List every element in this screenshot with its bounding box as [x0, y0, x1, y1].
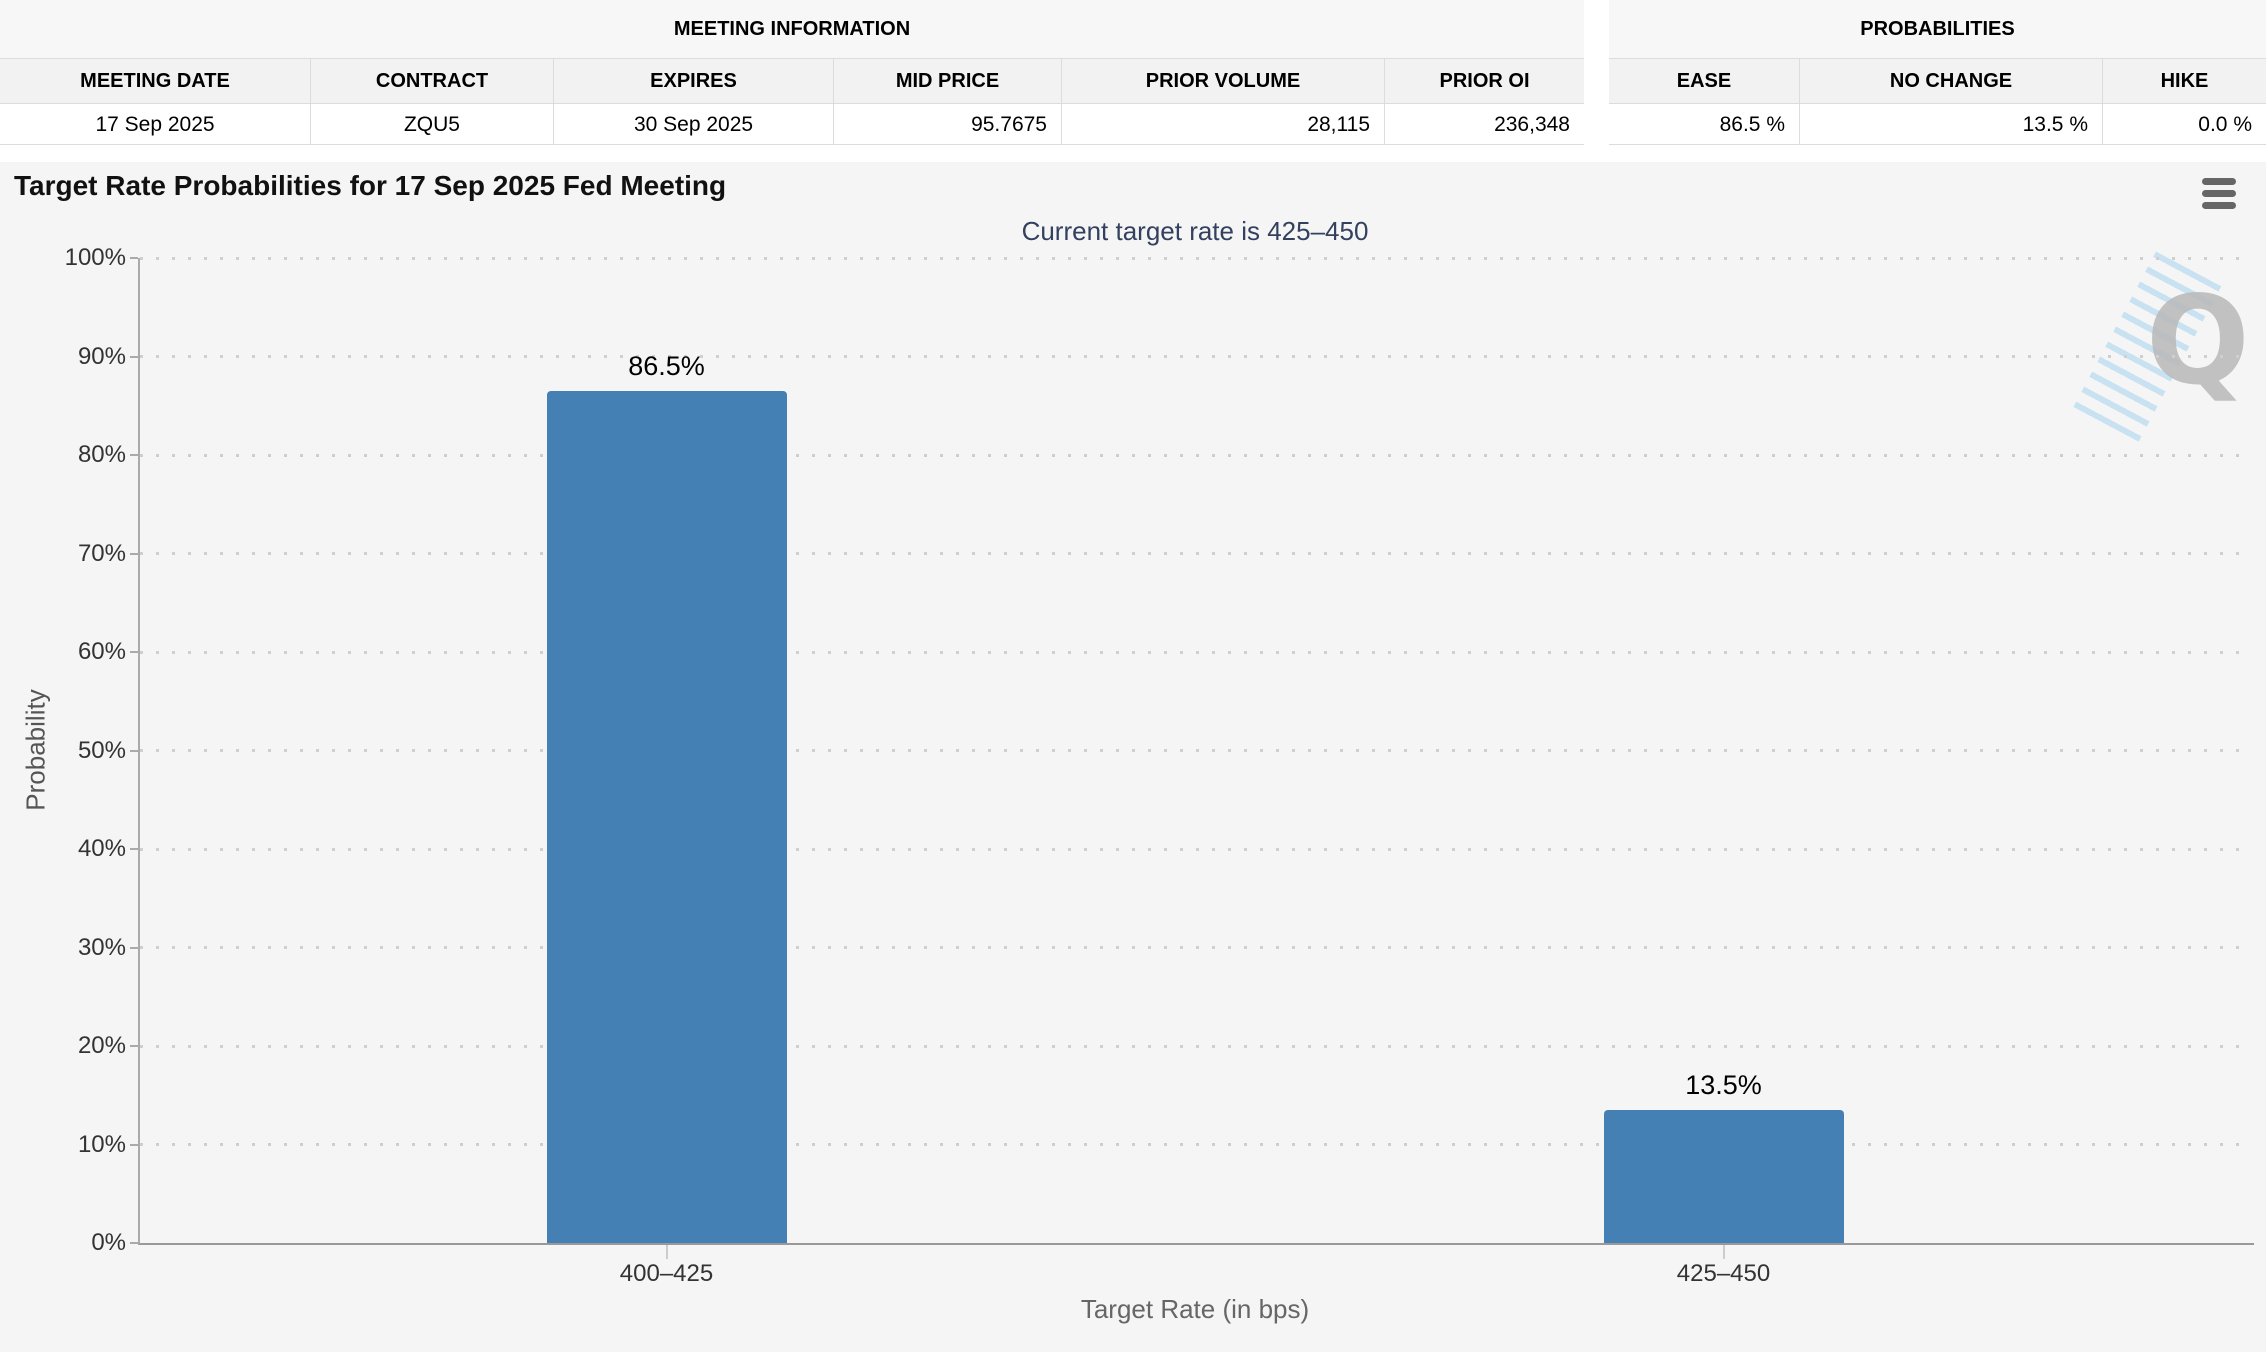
- y-axis-tick: [130, 355, 138, 358]
- y-axis-tick: [130, 651, 138, 653]
- column-header-hike: HIKE: [2103, 59, 2266, 104]
- y-axis-tick: [130, 454, 138, 456]
- bar-value-label: 13.5%: [1685, 1070, 1762, 1101]
- y-axis-tick-label: 40%: [77, 835, 126, 862]
- y-gridline: [140, 453, 2252, 457]
- y-axis-tick: [130, 1143, 138, 1146]
- column-header-no-change: NO CHANGE: [1800, 59, 2103, 104]
- y-axis-tick-label: 20%: [77, 1032, 126, 1059]
- cell-hike-probability: 0.0 %: [2103, 104, 2266, 145]
- y-gridline: [140, 650, 2252, 654]
- column-header-mid-price: MID PRICE: [834, 59, 1062, 104]
- probabilities-title: PROBABILITIES: [1609, 0, 2266, 59]
- cell-no-change-probability: 13.5 %: [1800, 104, 2103, 145]
- probability-bar[interactable]: [546, 390, 787, 1243]
- y-axis-tick: [130, 749, 138, 752]
- hamburger-menu-icon: [2202, 178, 2236, 209]
- column-header-expires: EXPIRES: [554, 59, 834, 104]
- chart-subtitle: Current target rate is 425–450: [1021, 216, 1369, 246]
- y-axis-tick-label: 100%: [64, 244, 126, 271]
- y-gridline: [140, 355, 2252, 358]
- meeting-information-header-row: MEETING DATE CONTRACT EXPIRES MID PRICE …: [0, 59, 1584, 104]
- y-axis-tick-label: 70%: [77, 539, 126, 567]
- y-axis-tick-label: 0%: [91, 1229, 126, 1256]
- y-gridline: [140, 552, 2252, 555]
- bar-value-label: 86.5%: [628, 350, 705, 381]
- probabilities-data-row: 86.5 % 13.5 % 0.0 %: [1609, 104, 2266, 145]
- y-axis-tick-label: 30%: [77, 933, 126, 961]
- cell-meeting-date: 17 Sep 2025: [0, 104, 311, 145]
- y-gridline: [140, 847, 2252, 851]
- meeting-information-table: MEETING INFORMATION MEETING DATE CONTRAC…: [0, 0, 1584, 145]
- watermark-q-letter: Q: [2146, 270, 2250, 412]
- meeting-information-data-row: 17 Sep 2025 ZQU5 30 Sep 2025 95.7675 28,…: [0, 104, 1584, 145]
- y-axis-tick-label: 80%: [77, 441, 126, 468]
- cell-mid-price: 95.7675: [834, 104, 1062, 145]
- y-axis-tick-label: 50%: [77, 736, 126, 764]
- column-header-contract: CONTRACT: [311, 59, 554, 104]
- y-axis-tick: [130, 1242, 138, 1244]
- cell-contract: ZQU5: [311, 104, 554, 145]
- column-header-meeting-date: MEETING DATE: [0, 59, 311, 104]
- x-axis-tick: [665, 1245, 668, 1259]
- probability-bar[interactable]: [1603, 1110, 1844, 1243]
- probabilities-table: PROBABILITIES EASE NO CHANGE HIKE 86.5 %…: [1609, 0, 2266, 145]
- x-axis-tick: [1722, 1245, 1725, 1259]
- column-header-ease: EASE: [1609, 59, 1800, 104]
- y-gridline: [140, 1044, 2252, 1048]
- column-header-prior-oi: PRIOR OI: [1385, 59, 1584, 104]
- y-axis-tick: [130, 946, 138, 949]
- x-axis-tick-label: 400–425: [619, 1260, 714, 1287]
- y-gridline: [140, 749, 2252, 752]
- column-header-prior-volume: PRIOR VOLUME: [1062, 59, 1385, 104]
- cell-expires: 30 Sep 2025: [554, 104, 834, 145]
- x-axis-title: Target Rate (in bps): [1080, 1294, 1310, 1324]
- probabilities-header-row: EASE NO CHANGE HIKE: [1609, 59, 2266, 104]
- y-axis-tick: [130, 1045, 138, 1047]
- y-gridline: [140, 256, 2252, 260]
- target-rate-probabilities-chart: Target Rate Probabilities for 17 Sep 202…: [0, 162, 2266, 1352]
- y-gridline: [140, 1143, 2252, 1146]
- x-axis-tick-label: 425–450: [1676, 1260, 1771, 1287]
- y-gridline: [140, 946, 2252, 949]
- y-axis-tick-label: 10%: [77, 1130, 126, 1158]
- meeting-information-title: MEETING INFORMATION: [0, 0, 1584, 59]
- y-axis-tick-label: 60%: [77, 638, 126, 665]
- chart-title: Target Rate Probabilities for 17 Sep 202…: [14, 170, 727, 201]
- cell-prior-volume: 28,115: [1062, 104, 1385, 145]
- y-axis-tick: [130, 257, 138, 259]
- cell-ease-probability: 86.5 %: [1609, 104, 1800, 145]
- y-axis-tick: [130, 552, 138, 555]
- y-axis-tick: [130, 848, 138, 850]
- chart-context-menu-button[interactable]: [2202, 178, 2236, 210]
- y-axis-tick-label: 90%: [77, 342, 126, 370]
- cell-prior-oi: 236,348: [1385, 104, 1584, 145]
- plot-area: [138, 258, 2254, 1245]
